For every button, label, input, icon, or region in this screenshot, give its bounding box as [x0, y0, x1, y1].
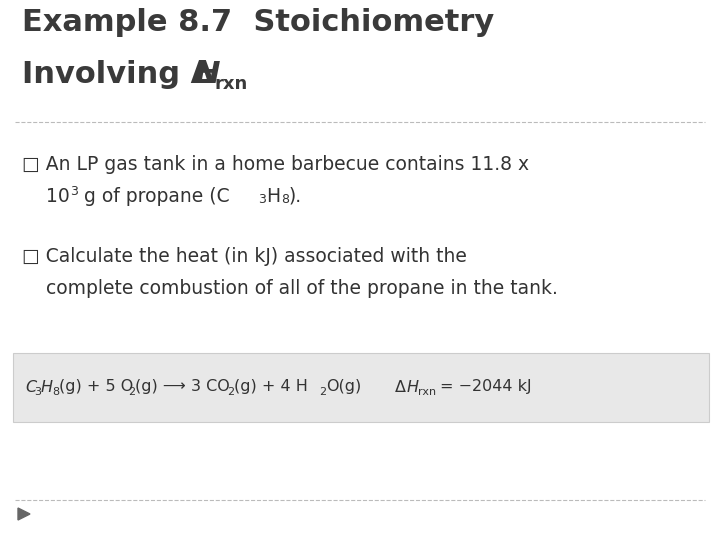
Text: □ Calculate the heat (in kJ) associated with the: □ Calculate the heat (in kJ) associated … [22, 247, 467, 266]
Polygon shape [18, 508, 30, 520]
FancyBboxPatch shape [13, 353, 709, 422]
Text: ).: ). [289, 187, 302, 206]
Text: 2: 2 [128, 387, 135, 397]
Text: Example 8.7  Stoichiometry: Example 8.7 Stoichiometry [22, 8, 494, 37]
Text: 3: 3 [34, 387, 41, 397]
Text: (g) + 4 H: (g) + 4 H [234, 380, 308, 395]
Text: 2: 2 [227, 387, 234, 397]
Text: (g) ⟶ 3 CO: (g) ⟶ 3 CO [135, 380, 230, 395]
Text: 10: 10 [46, 187, 70, 206]
Text: g of propane (C: g of propane (C [78, 187, 230, 206]
Text: 2: 2 [319, 387, 326, 397]
Text: rxn: rxn [214, 75, 247, 93]
Text: (g) + 5 O: (g) + 5 O [59, 380, 133, 395]
Text: rxn: rxn [418, 387, 436, 397]
Text: 3: 3 [258, 193, 266, 206]
Text: 8: 8 [52, 387, 59, 397]
Text: 3: 3 [70, 185, 78, 198]
Text: C: C [25, 380, 36, 395]
Text: H: H [407, 380, 419, 395]
Text: H: H [194, 60, 220, 89]
Text: □ An LP gas tank in a home barbecue contains 11.8 x: □ An LP gas tank in a home barbecue cont… [22, 155, 529, 174]
Text: H: H [266, 187, 280, 206]
Text: Δ: Δ [395, 380, 406, 395]
Text: Involving Δ: Involving Δ [22, 60, 215, 89]
Text: 8: 8 [281, 193, 289, 206]
Text: H: H [41, 380, 53, 395]
Text: complete combustion of all of the propane in the tank.: complete combustion of all of the propan… [46, 279, 558, 298]
Text: = −2044 kJ: = −2044 kJ [440, 380, 531, 395]
Text: O(g): O(g) [326, 380, 361, 395]
